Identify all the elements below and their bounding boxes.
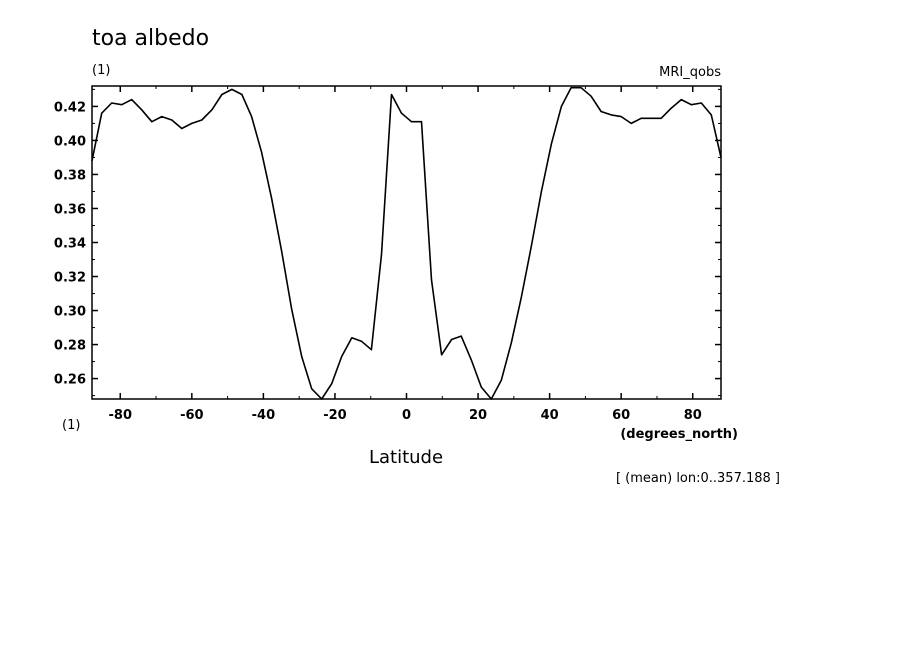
- y-tick-label: 0.26: [54, 373, 86, 388]
- data-point: [710, 114, 712, 116]
- y-axis-ticks: 0.26 0.28 0.30 0.32 0.34 0.36 0.38 0.40 0.42: [54, 88, 721, 397]
- y-unit-label: (1): [92, 63, 110, 78]
- data-point: [101, 112, 103, 114]
- data-point: [301, 355, 303, 358]
- data-point: [141, 109, 143, 111]
- x-tick-label: -60: [180, 408, 204, 423]
- data-point: [420, 121, 423, 123]
- x-tick-label: 0: [402, 408, 411, 423]
- data-point: [211, 109, 213, 111]
- data-point: [191, 122, 193, 124]
- data-point: [560, 105, 563, 107]
- data-point: [380, 253, 383, 255]
- data-point: [460, 335, 462, 337]
- data-point: [370, 349, 372, 351]
- data-point: [311, 388, 313, 390]
- x-units-label: (degrees_north): [620, 427, 738, 442]
- data-point: [281, 250, 283, 252]
- x-tick-label: -80: [109, 408, 133, 423]
- data-point: [231, 88, 233, 90]
- x-tick-label: 80: [684, 408, 702, 423]
- plot-frame: [91, 85, 722, 400]
- x-tick-label: -20: [323, 408, 347, 423]
- x-tick-label: 60: [612, 408, 630, 423]
- x-tick-label: 20: [469, 408, 487, 423]
- y-tick-label: 0.36: [54, 202, 86, 217]
- data-point: [181, 127, 183, 130]
- data-point: [151, 121, 153, 123]
- data-point: [610, 114, 612, 116]
- data-point: [690, 104, 692, 106]
- data-point: [650, 117, 652, 119]
- data-point: [241, 93, 243, 96]
- x-unit-label: (1): [62, 418, 80, 433]
- data-point: [660, 117, 662, 119]
- footnote: [ (mean) lon:0..357.188 ]: [616, 471, 780, 486]
- data-point: [341, 355, 343, 358]
- data-point: [630, 122, 632, 124]
- data-point: [351, 337, 353, 339]
- data-point: [221, 93, 223, 96]
- data-point: [670, 107, 672, 109]
- data-point: [271, 197, 273, 199]
- data-point: [171, 119, 173, 121]
- y-tick-label: 0.40: [54, 134, 86, 149]
- data-point: [550, 143, 553, 145]
- data-point: [390, 93, 393, 96]
- series-line: [91, 86, 722, 400]
- data-point: [451, 338, 453, 341]
- data-point: [570, 87, 572, 89]
- data-point: [131, 99, 133, 101]
- data-point: [111, 102, 113, 104]
- y-tick-label: 0.34: [54, 237, 86, 252]
- x-axis-label: Latitude: [369, 447, 443, 468]
- data-point: [580, 87, 582, 89]
- data-point: [510, 342, 512, 344]
- data-point: [640, 117, 642, 119]
- x-axis-ticks: -80 -60 -40 -20 0 20 40 60 80: [109, 86, 702, 423]
- x-tick-label: -40: [252, 408, 276, 423]
- data-point: [530, 245, 533, 247]
- y-tick-label: 0.38: [54, 168, 86, 183]
- data-point: [161, 116, 163, 118]
- data-point: [700, 102, 702, 104]
- data-point: [540, 190, 543, 193]
- y-tick-label: 0.32: [54, 271, 86, 286]
- data-point: [360, 340, 362, 342]
- model-label: MRI_qobs: [659, 65, 721, 80]
- data-point: [480, 386, 482, 388]
- data-point: [590, 95, 592, 97]
- data-point: [680, 99, 682, 101]
- data-point: [291, 308, 293, 310]
- data-point: [201, 119, 203, 121]
- data-point: [600, 110, 602, 113]
- data-point: [331, 383, 333, 385]
- data-point: [620, 116, 622, 118]
- data-point: [470, 359, 472, 361]
- data-point: [500, 379, 502, 381]
- y-tick-label: 0.28: [54, 339, 86, 354]
- data-point: [520, 296, 523, 298]
- data-point: [400, 112, 403, 114]
- data-point: [121, 104, 123, 106]
- data-point: [410, 121, 413, 123]
- x-tick-label: 40: [541, 408, 559, 423]
- data-point: [430, 279, 433, 281]
- y-tick-label: 0.42: [54, 100, 86, 115]
- data-point: [441, 354, 443, 356]
- data-point: [251, 116, 253, 118]
- series-group: [91, 86, 722, 400]
- y-tick-label: 0.30: [54, 305, 86, 320]
- chart-title: toa albedo: [92, 26, 209, 51]
- data-point: [261, 151, 263, 153]
